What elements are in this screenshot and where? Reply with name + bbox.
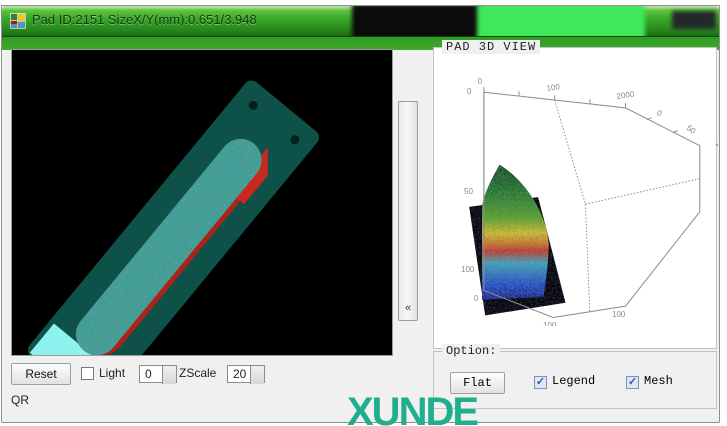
svg-text:50: 50 <box>464 187 473 196</box>
svg-text:0: 0 <box>467 87 472 96</box>
svg-text:100: 100 <box>546 82 561 93</box>
svg-text:0: 0 <box>477 76 483 86</box>
svg-text:100: 100 <box>461 265 475 274</box>
svg-text:100: 100 <box>543 321 557 326</box>
svg-text:100: 100 <box>612 310 626 319</box>
svg-text:100: 100 <box>714 138 718 153</box>
svg-text:0: 0 <box>655 108 664 118</box>
svg-text:2000: 2000 <box>616 90 635 101</box>
svg-text:0: 0 <box>474 294 479 303</box>
svg-text:50: 50 <box>685 123 698 136</box>
